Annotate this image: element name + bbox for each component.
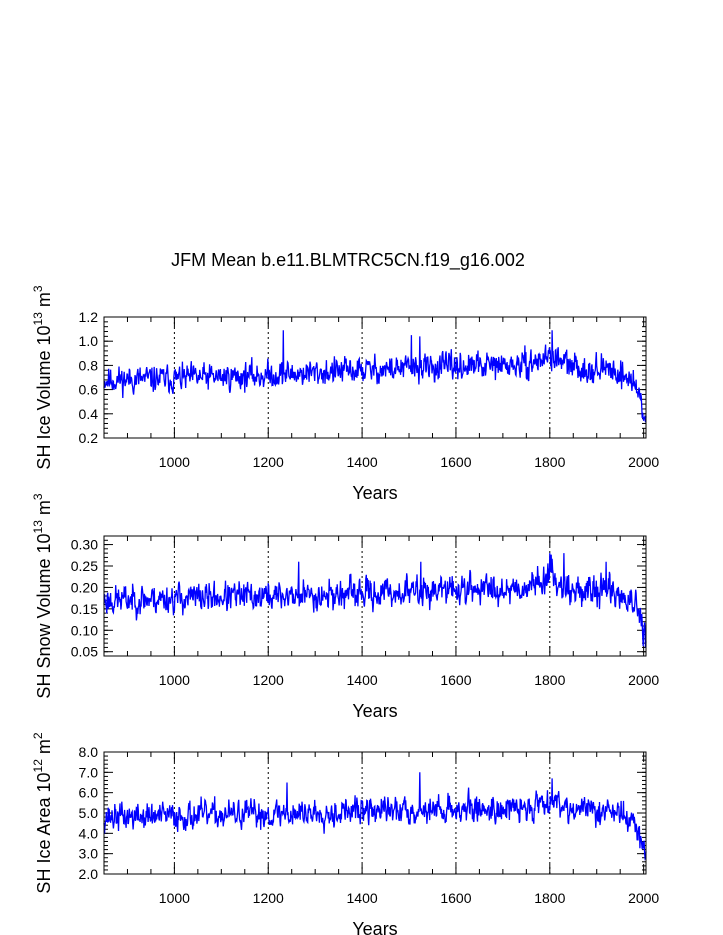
x-tick-label-1800: 1800 — [534, 454, 565, 470]
y-tick-label-5.0: 5.0 — [79, 805, 99, 821]
x-tick-label-1600: 1600 — [440, 890, 471, 906]
chart-title: JFM Mean b.e11.BLMTRC5CN.f19_g16.002 — [171, 250, 525, 271]
ice-volume-x-axis-label: Years — [352, 483, 397, 503]
snow-volume-plot-frame — [103, 535, 647, 657]
ice-area-x-tick-labels: 1000 1200 1400 1600 1800 2000 — [159, 890, 660, 906]
snow-volume-ylabel-unit: m — [34, 500, 54, 515]
x-tick-label-2000: 2000 — [628, 672, 659, 688]
y-tick-label-7.0: 7.0 — [79, 764, 99, 780]
snow-volume-ylabel-exp: 13 — [31, 520, 45, 534]
x-tick-label-1000: 1000 — [159, 890, 190, 906]
y-tick-label-8.0: 8.0 — [79, 744, 99, 760]
y-tick-label-0.8: 0.8 — [79, 357, 99, 373]
x-tick-label-1200: 1200 — [253, 890, 284, 906]
ice-volume-plot-frame — [103, 316, 647, 439]
snow-volume-x-axis-label: Years — [352, 701, 397, 721]
x-tick-label-1800: 1800 — [534, 672, 565, 688]
ice-volume-ylabel-unit-exp: 3 — [31, 285, 45, 292]
y-tick-label-3.0: 3.0 — [79, 846, 99, 862]
snow-volume-y-tick-labels: 0.05 0.10 0.15 0.20 0.25 0.30 — [71, 537, 98, 660]
y-tick-label-0.30: 0.30 — [71, 537, 98, 553]
ice-area-x-axis-label: Years — [352, 919, 397, 935]
y-tick-label-1.0: 1.0 — [79, 333, 99, 349]
x-tick-label-1000: 1000 — [159, 454, 190, 470]
ice-area-y-axis-label: SH Ice Area 1012 m2 — [31, 732, 54, 893]
y-tick-label-0.10: 0.10 — [71, 622, 98, 638]
ice-volume-ylabel-unit: m — [34, 292, 54, 307]
ice-volume-ylabel-text: SH Ice Volume 10 — [34, 325, 54, 469]
snow-volume-y-axis-label: SH Snow Volume 1013 m3 — [31, 493, 54, 698]
x-tick-label-1400: 1400 — [347, 890, 378, 906]
snow-volume-ylabel-unit-exp: 3 — [31, 493, 45, 500]
ice-area-series-line — [103, 772, 647, 861]
y-tick-label-4.0: 4.0 — [79, 825, 99, 841]
ice-volume-y-axis-label: SH Ice Volume 1013 m3 — [31, 285, 54, 469]
x-tick-label-1800: 1800 — [534, 890, 565, 906]
snow-volume-x-tick-labels: 1000 1200 1400 1600 1800 2000 — [159, 672, 660, 688]
snow-volume-ylabel-text: SH Snow Volume 10 — [34, 533, 54, 698]
x-tick-label-1400: 1400 — [347, 672, 378, 688]
ice-volume-x-tick-labels: 1000 1200 1400 1600 1800 2000 — [159, 454, 660, 470]
y-tick-label-0.05: 0.05 — [71, 644, 98, 660]
y-tick-label-1.2: 1.2 — [79, 309, 99, 325]
ice-area-panel: 2.0 3.0 4.0 5.0 6.0 7.0 8.0 1000 1200 1400 1600 18… — [31, 732, 659, 935]
ice-volume-panel: 0.2 0.4 0.6 0.8 1.0 1.2 1000 1200 1400 1600 1800 2… — [31, 285, 659, 503]
ice-volume-grid — [173, 317, 551, 438]
ice-area-plot-frame — [103, 751, 647, 875]
y-tick-label-6.0: 6.0 — [79, 785, 99, 801]
x-tick-label-1600: 1600 — [440, 454, 471, 470]
y-tick-label-0.2: 0.2 — [79, 430, 99, 446]
y-tick-label-0.4: 0.4 — [79, 406, 99, 422]
x-tick-label-1200: 1200 — [253, 454, 284, 470]
ice-volume-series-line — [103, 330, 647, 423]
y-tick-label-0.15: 0.15 — [71, 601, 98, 617]
ice-area-ylabel-text: SH Ice Area 10 — [34, 772, 54, 893]
y-tick-label-2.0: 2.0 — [79, 866, 99, 882]
y-tick-label-0.20: 0.20 — [71, 579, 98, 595]
x-tick-label-2000: 2000 — [628, 454, 659, 470]
x-tick-label-1000: 1000 — [159, 672, 190, 688]
y-tick-label-0.6: 0.6 — [79, 382, 99, 398]
x-tick-label-1600: 1600 — [440, 672, 471, 688]
x-tick-label-2000: 2000 — [628, 890, 659, 906]
ice-area-ylabel-exp: 12 — [31, 759, 45, 773]
ice-area-ylabel-unit: m — [34, 739, 54, 754]
snow-volume-series-line — [103, 553, 647, 648]
x-tick-label-1200: 1200 — [253, 672, 284, 688]
snow-volume-panel: 0.05 0.10 0.15 0.20 0.25 0.30 1000 1200 1400 160… — [31, 493, 659, 721]
y-tick-label-0.25: 0.25 — [71, 558, 98, 574]
x-tick-label-1400: 1400 — [347, 454, 378, 470]
ice-volume-ylabel-exp: 13 — [31, 312, 45, 326]
ice-volume-y-tick-labels: 0.2 0.4 0.6 0.8 1.0 1.2 — [79, 309, 99, 446]
ice-area-ylabel-unit-exp: 2 — [31, 732, 45, 739]
ice-area-y-tick-labels: 2.0 3.0 4.0 5.0 6.0 7.0 8.0 — [79, 744, 99, 882]
